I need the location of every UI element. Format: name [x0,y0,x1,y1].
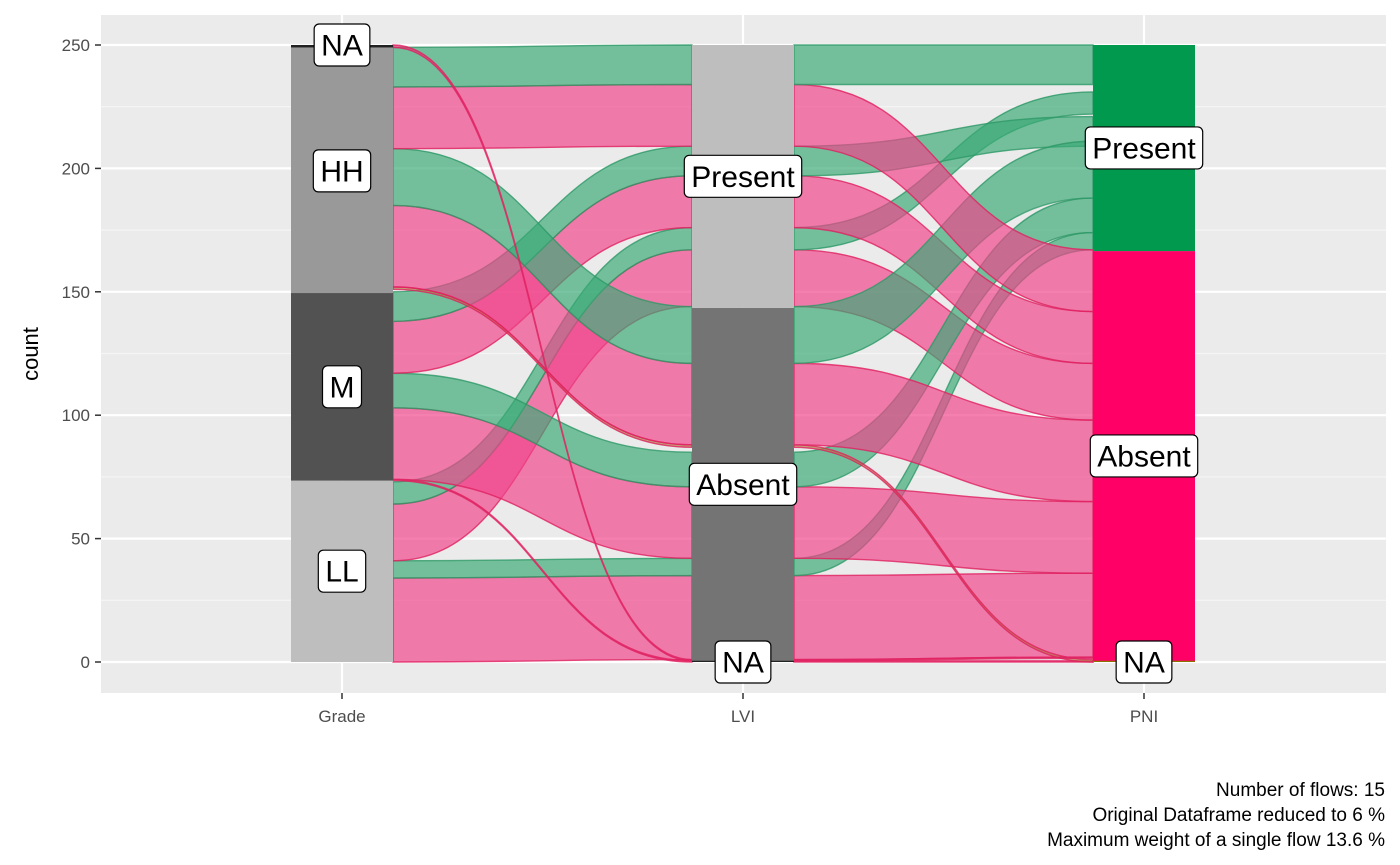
stratum-label: M [321,365,363,409]
flows [392,44,1094,663]
stratum-label: NA [313,23,371,67]
stratum-label-text: Present [1092,132,1196,165]
y-tick-label: 250 [62,36,90,55]
stratum-label-box [683,154,803,198]
stratum-label-box [1089,434,1199,478]
stratum-label: Present [1084,126,1204,170]
y-tick-label: 100 [62,406,90,425]
x-tick-label: Grade [318,707,365,726]
y-tick-label: 150 [62,283,90,302]
x-tick-label: PNI [1130,707,1158,726]
stratum-label: HH [312,149,372,193]
y-tick-label: 50 [71,530,90,549]
stratum-label-box [317,549,367,593]
stratum-label: Absent [688,462,798,506]
stratum-label-text: M [330,371,355,404]
stratum-label-box [714,640,772,684]
caption-line-2: Original Dataframe reduced to 6 % [1092,805,1385,826]
stratum-label-box [1084,126,1204,170]
caption-line-1: Number of flows: 15 [1216,780,1385,801]
y-axis-title: count [18,327,43,381]
stratum-labels: LL M HH NA NA Absent Present NA Absent Present [312,23,1204,684]
stratum-label-text: HH [320,155,363,188]
stratum-label: NA [1115,640,1173,684]
caption-line-3: Maximum weight of a single flow 13.6 % [1047,830,1385,851]
stratum-label-text: Present [691,161,795,194]
stratum-label: Absent [1089,434,1199,478]
stratum-label-text: NA [321,30,363,63]
x-tick-label: LVI [731,707,755,726]
stratum-label-box [688,462,798,506]
stratum-label-box [1115,640,1173,684]
stratum-label-text: LL [325,556,358,589]
y-tick-label: 0 [81,653,90,672]
stratum-label-text: NA [1123,647,1165,680]
stratum-label: NA [714,640,772,684]
y-tick-label: 200 [62,159,90,178]
stratum-label-text: NA [722,647,764,680]
stratum-label-text: Absent [696,469,790,502]
stratum-label: Present [683,154,803,198]
y-axis: 0 50 100 150 200 250 [62,36,101,672]
stratum-label-box [313,23,371,67]
stratum-label-box [312,149,372,193]
x-axis: Grade LVI PNI [318,693,1158,726]
stratum-label-text: Absent [1097,440,1191,473]
stratum-label: LL [317,549,367,593]
stratum-label-box [321,365,363,409]
